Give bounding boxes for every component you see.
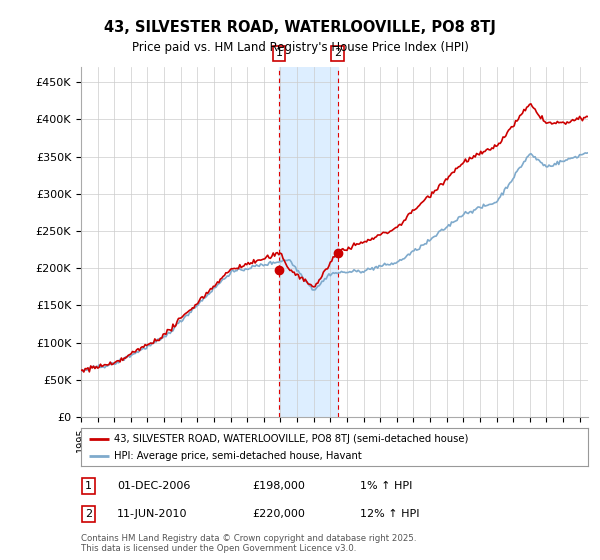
Text: 43, SILVESTER ROAD, WATERLOOVILLE, PO8 8TJ (semi-detached house): 43, SILVESTER ROAD, WATERLOOVILLE, PO8 8…: [114, 433, 469, 444]
Text: 43, SILVESTER ROAD, WATERLOOVILLE, PO8 8TJ: 43, SILVESTER ROAD, WATERLOOVILLE, PO8 8…: [104, 20, 496, 35]
Text: 12% ↑ HPI: 12% ↑ HPI: [360, 509, 419, 519]
Text: 2: 2: [334, 49, 341, 58]
Text: 1: 1: [275, 49, 283, 58]
Text: Contains HM Land Registry data © Crown copyright and database right 2025.
This d: Contains HM Land Registry data © Crown c…: [81, 534, 416, 553]
Text: £198,000: £198,000: [252, 481, 305, 491]
Text: 11-JUN-2010: 11-JUN-2010: [117, 509, 187, 519]
Text: 2: 2: [85, 509, 92, 519]
Text: 01-DEC-2006: 01-DEC-2006: [117, 481, 190, 491]
Text: Price paid vs. HM Land Registry's House Price Index (HPI): Price paid vs. HM Land Registry's House …: [131, 41, 469, 54]
Text: 1% ↑ HPI: 1% ↑ HPI: [360, 481, 412, 491]
Text: £220,000: £220,000: [252, 509, 305, 519]
Text: HPI: Average price, semi-detached house, Havant: HPI: Average price, semi-detached house,…: [114, 451, 362, 461]
Bar: [279, 67, 338, 417]
Text: 1: 1: [85, 481, 92, 491]
